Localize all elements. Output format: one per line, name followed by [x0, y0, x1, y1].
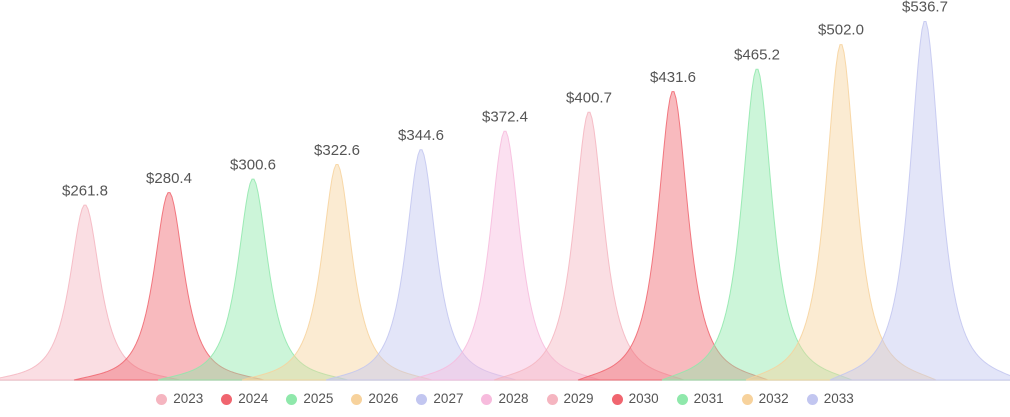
legend-label: 2032: [758, 391, 789, 406]
legend-label: 2024: [238, 391, 269, 406]
legend-label: 2029: [563, 391, 594, 406]
legend-label: 2028: [498, 391, 529, 406]
legend-item-2027[interactable]: 2027: [416, 391, 463, 407]
series-area-2026[interactable]: [241, 163, 433, 381]
legend-item-2030[interactable]: 2030: [611, 391, 659, 407]
value-label-2030: $431.6: [650, 69, 696, 86]
series-area-2024[interactable]: [73, 192, 265, 381]
legend-marker-2032: [741, 393, 753, 405]
legend-item-2024[interactable]: 2024: [221, 391, 268, 407]
value-label-2025: $300.6: [230, 157, 276, 174]
legend-label: 2023: [173, 391, 204, 406]
value-label-2032: $502.0: [818, 22, 864, 39]
legend-item-2026[interactable]: 2026: [351, 391, 398, 407]
value-label-2033: $536.7: [902, 0, 948, 15]
legend-item-2023[interactable]: 2023: [156, 391, 203, 407]
value-label-2029: $400.7: [566, 90, 612, 107]
legend-marker-2023: [156, 393, 168, 405]
value-label-2026: $322.6: [314, 142, 360, 159]
legend: 2023 2024 2025 2026 2027 2028 2029 2030 2031 2032…: [0, 391, 1010, 407]
series-area-2030[interactable]: [577, 91, 769, 381]
value-label-2024: $280.4: [146, 170, 192, 187]
series-area-2031[interactable]: [661, 68, 853, 381]
legend-marker-2025: [286, 393, 298, 405]
series-area-2033[interactable]: [829, 20, 1010, 381]
legend-marker-2029: [546, 393, 558, 405]
legend-item-2029[interactable]: 2029: [546, 391, 594, 407]
series-area-2025[interactable]: [157, 178, 349, 381]
legend-marker-2030: [611, 393, 623, 405]
value-label-2027: $344.6: [398, 127, 444, 144]
legend-label: 2025: [303, 391, 334, 406]
legend-marker-2026: [351, 393, 363, 405]
peaks-plot: $261.8 $280.4 $300.6 $322.6 $344.6 $372.4 $400…: [0, 0, 1010, 381]
legend-item-2025[interactable]: 2025: [286, 391, 333, 407]
legend-item-2032[interactable]: 2032: [741, 391, 789, 407]
legend-marker-2024: [221, 393, 233, 405]
series-layer: [0, 20, 1010, 381]
legend-marker-2033: [806, 393, 818, 405]
legend-marker-2027: [416, 393, 428, 405]
legend-marker-2028: [481, 393, 493, 405]
legend-label: 2027: [433, 391, 464, 406]
value-labels-layer: $261.8 $280.4 $300.6 $322.6 $344.6 $372.4 $400…: [62, 0, 948, 200]
value-label-2023: $261.8: [62, 183, 108, 200]
series-area-2023[interactable]: [0, 204, 181, 381]
legend-item-2031[interactable]: 2031: [676, 391, 724, 407]
legend-label: 2026: [368, 391, 399, 406]
legend-item-2028[interactable]: 2028: [481, 391, 529, 407]
legend-item-2033[interactable]: 2033: [806, 391, 854, 407]
series-area-2032[interactable]: [745, 44, 937, 381]
value-label-2031: $465.2: [734, 46, 780, 63]
legend-label: 2031: [693, 391, 724, 406]
legend-marker-2031: [676, 393, 688, 405]
series-area-2028[interactable]: [409, 130, 601, 381]
value-label-2028: $372.4: [482, 109, 528, 126]
series-area-2029[interactable]: [493, 111, 685, 381]
legend-label: 2033: [823, 391, 854, 406]
series-area-2027[interactable]: [325, 149, 517, 381]
legend-label: 2030: [628, 391, 659, 406]
